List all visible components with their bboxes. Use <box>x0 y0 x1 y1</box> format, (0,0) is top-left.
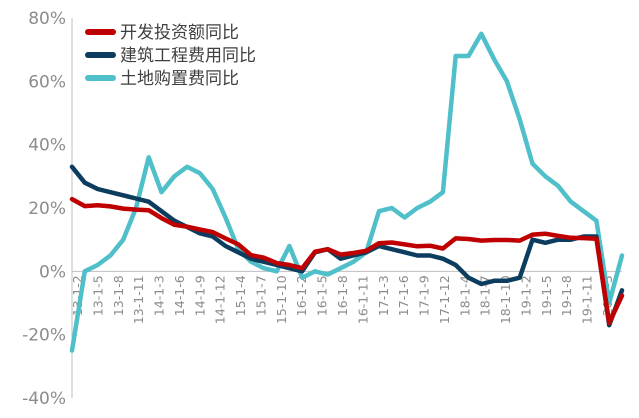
x-tick-label: 13-1-11 <box>131 275 146 324</box>
y-tick-label: 40% <box>28 136 66 156</box>
x-tick-label: 18-1-10 <box>498 275 513 324</box>
x-tick-label: 13-1-8 <box>111 275 126 316</box>
y-tick-label: 20% <box>28 199 66 219</box>
x-tick-label: 17-1-6 <box>396 275 411 316</box>
x-tick-label: 19-1-11 <box>580 275 595 324</box>
series-line-1 <box>69 164 625 328</box>
x-tick-label: 17-1-12 <box>437 275 452 324</box>
legend-label: 土地购置费同比 <box>120 69 239 89</box>
x-tick-label: 14-1-12 <box>213 275 228 324</box>
x-tick-label: 15-1-4 <box>233 275 248 316</box>
y-tick-label: 80% <box>28 9 66 29</box>
x-tick-label: 17-1-9 <box>417 275 432 316</box>
x-tick-label: 18-1-4 <box>457 275 472 316</box>
legend-label: 开发投资额同比 <box>120 23 239 43</box>
x-tick-label: 16-1-5 <box>315 275 330 316</box>
legend-label: 建筑工程费用同比 <box>120 46 256 66</box>
x-tick-label: 15-1-7 <box>253 275 268 316</box>
x-tick-label: 15-1-10 <box>274 275 289 324</box>
x-tick-label: 14-1-6 <box>172 275 187 316</box>
x-tick-label: 17-1-3 <box>376 275 391 316</box>
y-tick-label: 60% <box>28 72 66 92</box>
series-lines <box>69 31 625 353</box>
x-axis-ticks: 13-1-2 13-1-5 13-1-8 13-1-11 14-1-3 14-1-6 14-… <box>70 275 615 324</box>
x-tick-label: 16-1-2 <box>294 275 309 316</box>
x-tick-label: 16-1-8 <box>335 275 350 316</box>
y-tick-label: -20% <box>22 326 66 346</box>
series-line-0 <box>69 196 625 326</box>
x-tick-label: 14-1-9 <box>192 275 207 316</box>
x-tick-label: 19-1-5 <box>539 275 554 316</box>
series-line-2 <box>69 31 625 353</box>
x-tick-label: 16-1-11 <box>355 275 370 324</box>
x-tick-label: 14-1-3 <box>152 275 167 316</box>
y-tick-label: 0% <box>39 262 66 282</box>
x-tick-label: 13-1-5 <box>90 275 105 316</box>
y-tick-label: -40% <box>22 389 66 409</box>
y-axis-ticks: 80% 60% 40% 20% 0% -20% -40% <box>22 9 66 409</box>
x-tick-label: 19-1-2 <box>518 275 533 316</box>
x-tick-label: 19-1-8 <box>559 275 574 316</box>
